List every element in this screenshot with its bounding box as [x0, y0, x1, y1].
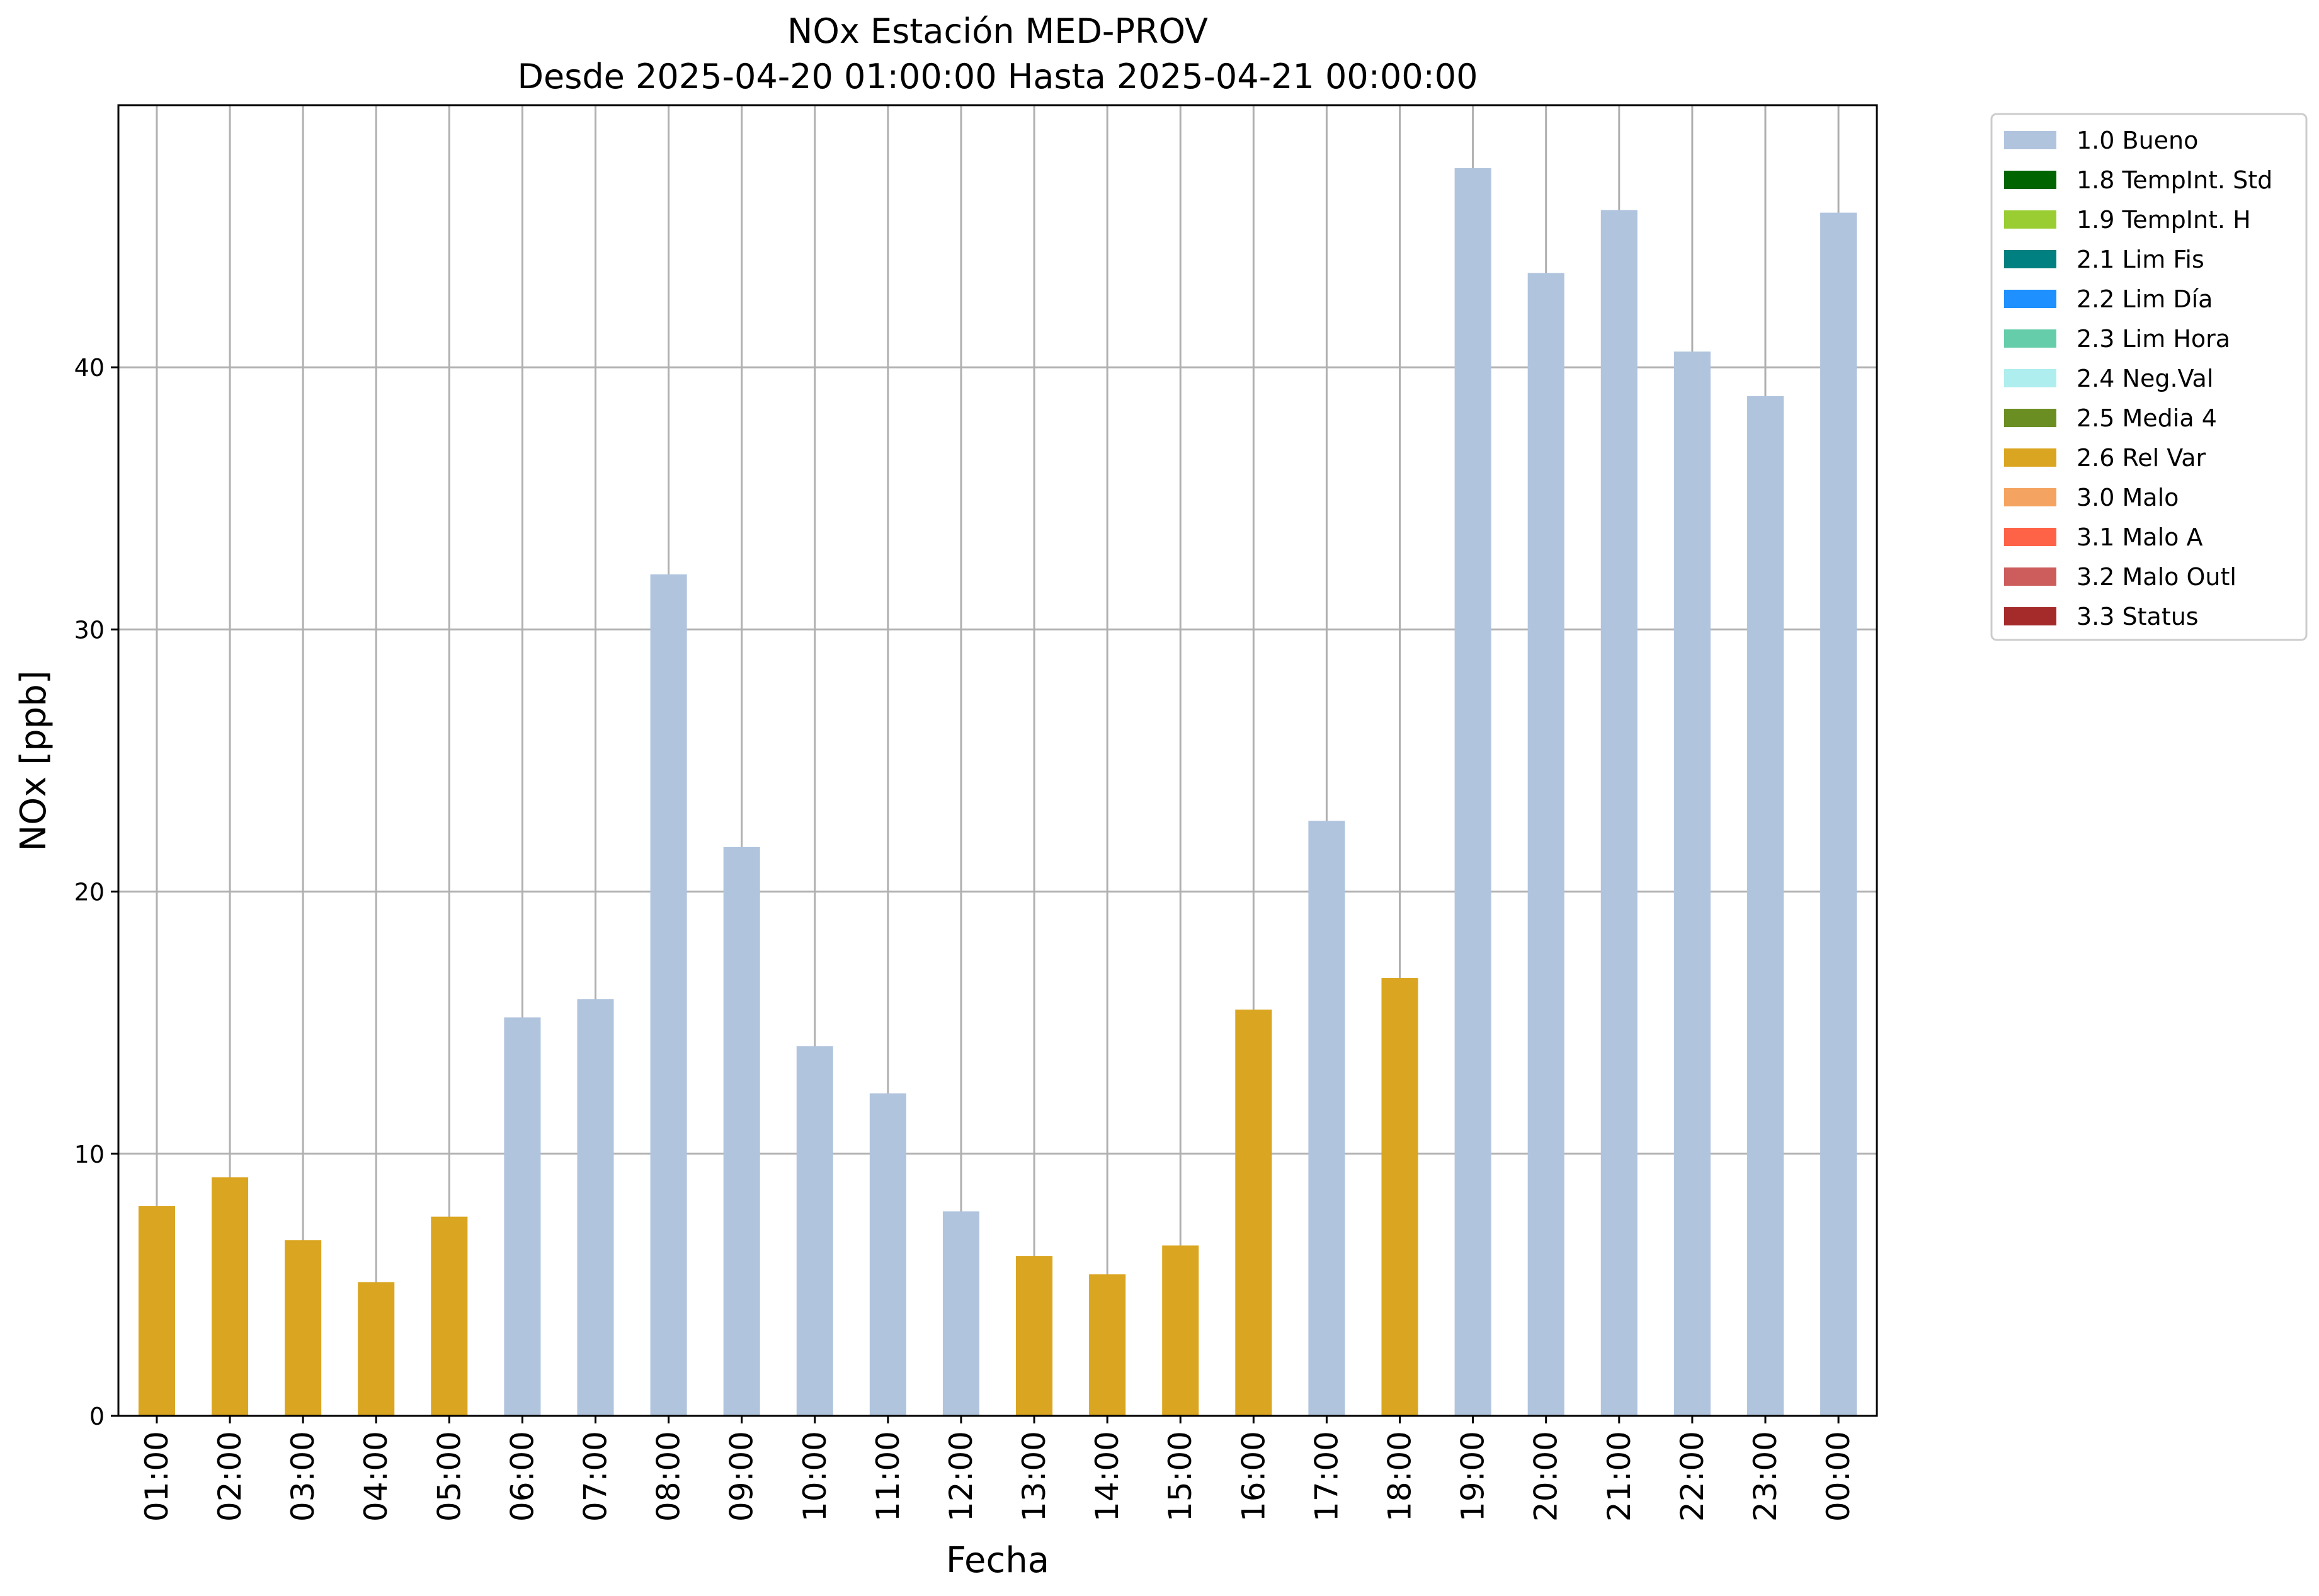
bar-05:00: [431, 1216, 468, 1416]
chart-title: NOx Estación MED-PROV: [787, 11, 1208, 51]
x-tick-label: 07:00: [577, 1431, 613, 1522]
x-tick-label: 02:00: [212, 1431, 248, 1522]
legend-label: 2.2 Lim Día: [2077, 285, 2213, 313]
chart-subtitle: Desde 2025-04-20 01:00:00 Hasta 2025-04-…: [517, 57, 1478, 96]
x-tick-label: 05:00: [431, 1431, 467, 1522]
legend-label: 2.3 Lim Hora: [2077, 325, 2230, 353]
legend-swatch-2-1: [2004, 250, 2056, 268]
y-tick-label: 40: [74, 354, 105, 382]
x-tick-label: 14:00: [1089, 1431, 1125, 1522]
x-tick-label: 03:00: [285, 1431, 321, 1522]
legend-swatch-1-9: [2004, 210, 2056, 229]
bar-07:00: [577, 999, 614, 1416]
bar-11:00: [869, 1093, 906, 1416]
y-tick-label: 0: [89, 1403, 105, 1430]
y-tick-label: 30: [74, 616, 105, 644]
legend-label: 3.2 Malo Outl: [2077, 563, 2236, 591]
x-tick-label: 01:00: [139, 1431, 175, 1522]
bar-18:00: [1381, 978, 1418, 1416]
legend-label: 1.0 Bueno: [2077, 127, 2198, 154]
plot-frame: [117, 104, 1878, 1417]
bar-13:00: [1016, 1256, 1053, 1416]
x-tick-label: 21:00: [1601, 1431, 1638, 1522]
legend-label: 1.9 TempInt. H: [2077, 206, 2251, 234]
x-tick-label: 17:00: [1308, 1431, 1345, 1522]
bar-14:00: [1089, 1274, 1126, 1416]
legend-swatch-2-5: [2004, 409, 2056, 427]
bar-20:00: [1527, 273, 1564, 1416]
x-tick-label: 11:00: [870, 1431, 906, 1522]
legend-label: 2.5 Media 4: [2077, 404, 2217, 432]
legend: 1.0 Bueno 1.8 TempInt. Std 1.9 TempInt. H 2…: [1990, 113, 2308, 641]
bar-17:00: [1308, 821, 1345, 1416]
legend-label: 2.1 Lim Fis: [2077, 246, 2204, 273]
legend-swatch-1-8: [2004, 171, 2056, 189]
x-tick-label: 16:00: [1235, 1431, 1272, 1522]
legend-swatch-3-3: [2004, 607, 2056, 625]
x-tick-label: 18:00: [1382, 1431, 1418, 1522]
legend-swatch-2-4: [2004, 369, 2056, 387]
x-tick-label: 04:00: [358, 1431, 394, 1522]
legend-swatch-3-2: [2004, 567, 2056, 586]
legend-label: 3.3 Status: [2077, 603, 2199, 630]
bar-03:00: [285, 1240, 322, 1416]
x-tick-label: 20:00: [1528, 1431, 1564, 1522]
bar-08:00: [650, 574, 687, 1416]
legend-swatch-1-0: [2004, 131, 2056, 149]
legend-label: 3.1 Malo A: [2077, 523, 2202, 551]
legend-label: 3.0 Malo: [2077, 484, 2179, 511]
y-tick-label: 10: [74, 1141, 105, 1168]
legend-frame: [1990, 113, 2308, 641]
legend-swatch-3-1: [2004, 528, 2056, 546]
x-tick-label: 10:00: [797, 1431, 833, 1522]
bar-06:00: [504, 1017, 541, 1416]
x-tick-label: 15:00: [1162, 1431, 1199, 1522]
x-tick-label: 00:00: [1820, 1431, 1857, 1522]
legend-swatch-2-2: [2004, 290, 2056, 308]
x-tick-label: 06:00: [504, 1431, 540, 1522]
bar-09:00: [723, 846, 760, 1416]
bar-01:00: [138, 1206, 175, 1416]
y-axis-label: NOx [ppb]: [13, 670, 54, 851]
bar-10:00: [796, 1046, 833, 1416]
x-axis: 01:00 02:00 03:00 04:00 05:00 06:00 07:00 08:00…: [139, 1416, 1857, 1522]
bar-02:00: [212, 1177, 249, 1416]
x-tick-label: 13:00: [1016, 1431, 1052, 1522]
bar-16:00: [1235, 1009, 1272, 1416]
bar-12:00: [942, 1211, 979, 1416]
bar-21:00: [1600, 210, 1638, 1416]
legend-swatch-2-6: [2004, 448, 2056, 467]
x-tick-label: 09:00: [724, 1431, 760, 1522]
x-tick-label: 23:00: [1747, 1431, 1784, 1522]
legend-label: 1.8 TempInt. Std: [2077, 166, 2272, 194]
y-axis: 0 10 20 30 40: [74, 354, 118, 1430]
bar-23:00: [1746, 396, 1784, 1416]
bar-19:00: [1454, 168, 1491, 1416]
x-tick-label: 12:00: [943, 1431, 979, 1522]
bars: [138, 168, 1857, 1416]
legend-swatch-2-3: [2004, 329, 2056, 348]
x-axis-label: Fecha: [946, 1540, 1049, 1581]
bar-04:00: [358, 1282, 395, 1416]
bar-15:00: [1162, 1245, 1199, 1416]
legend-label: 2.4 Neg.Val: [2077, 365, 2213, 392]
x-tick-label: 22:00: [1674, 1431, 1711, 1522]
x-tick-label: 08:00: [651, 1431, 687, 1522]
bar-00:00: [1820, 212, 1857, 1416]
bar-22:00: [1673, 351, 1711, 1416]
y-tick-label: 20: [74, 879, 105, 906]
x-tick-label: 19:00: [1455, 1431, 1491, 1522]
legend-swatch-3-0: [2004, 488, 2056, 506]
legend-label: 2.6 Rel Var: [2077, 444, 2206, 472]
